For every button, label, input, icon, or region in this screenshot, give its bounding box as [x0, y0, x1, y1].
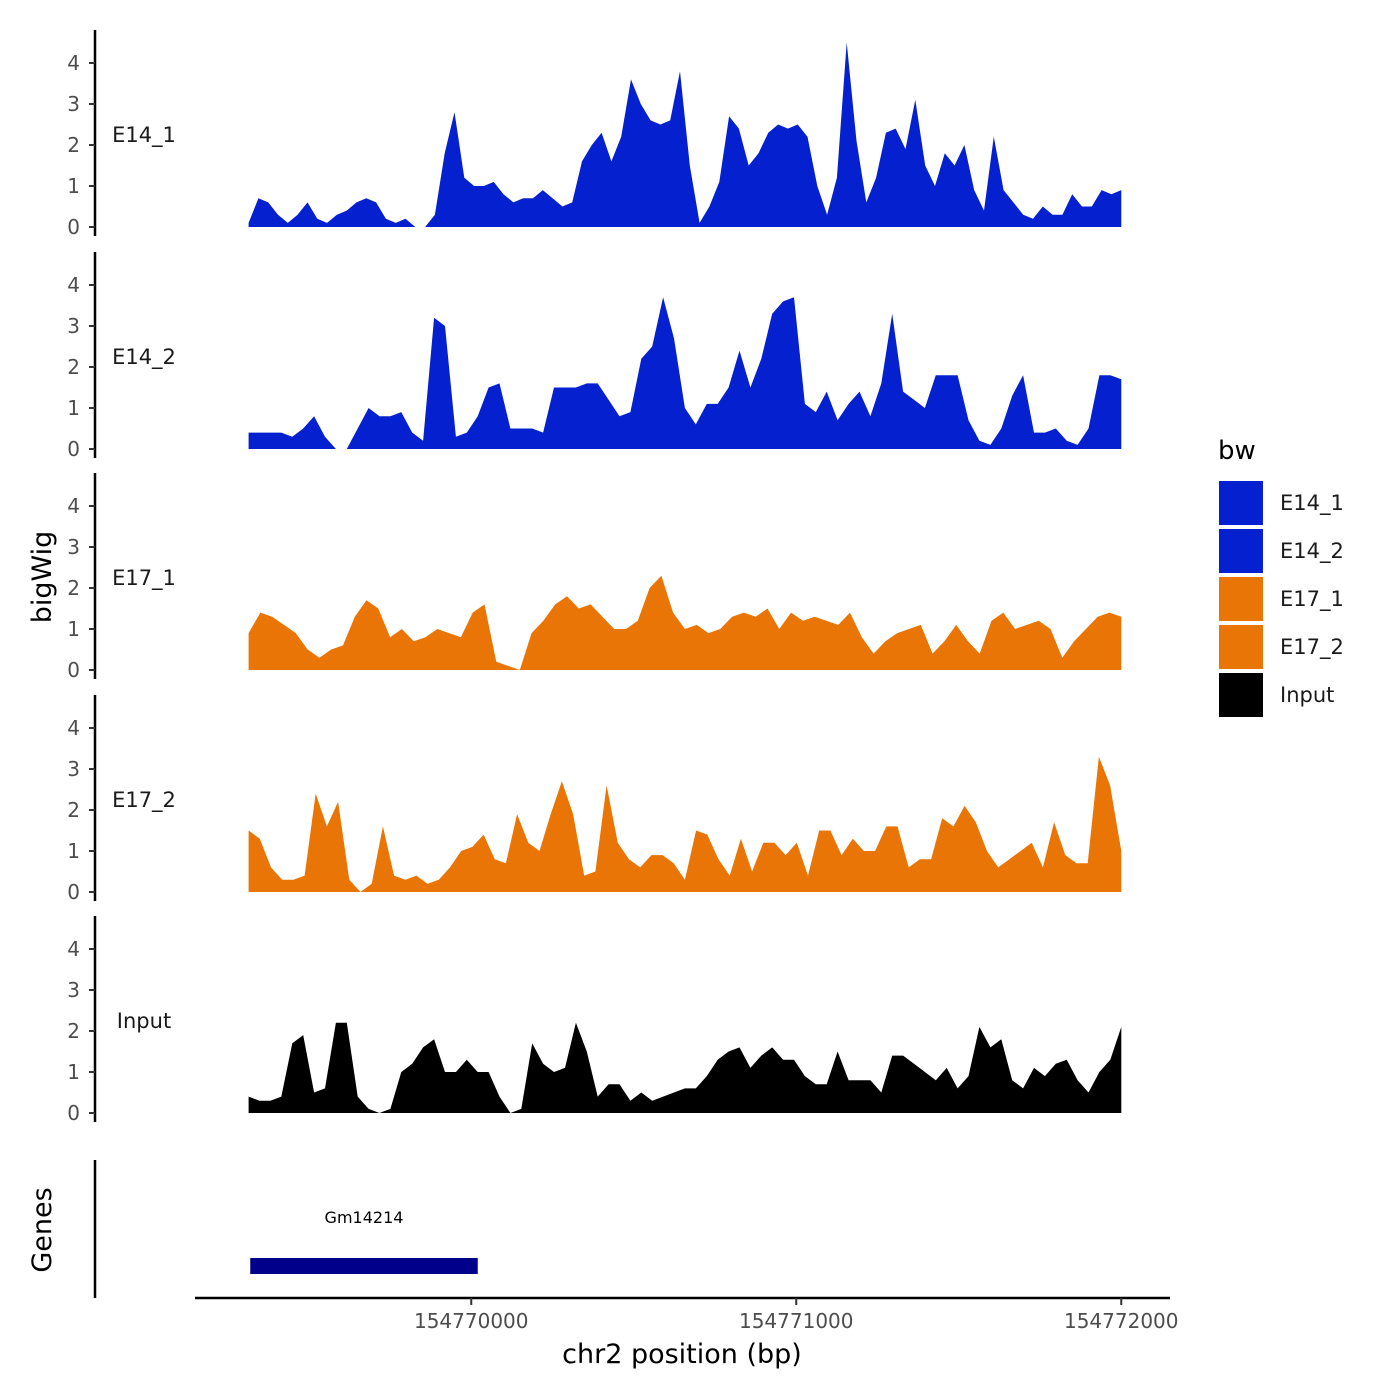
y-tick-label: 4	[67, 51, 80, 75]
panel-e14-2: 0 1 2 3 4 E14_2	[67, 252, 1122, 461]
panel-e14-1: 0 1 2 3 4 E14_1	[67, 30, 1122, 239]
legend-label: E14_1	[1280, 491, 1344, 516]
y-tick-label: 0	[67, 1101, 80, 1125]
legend-label: Input	[1280, 683, 1334, 707]
area-series-input	[248, 1022, 1122, 1113]
legend-title: bw	[1218, 436, 1256, 466]
y-tick-label: 2	[67, 133, 80, 157]
y-tick-label: 2	[67, 355, 80, 379]
track-panels: 0 1 2 3 4 E14_1 0 1 2 3 4 E14_2 0 1 2 3 4 E17_1 0 1 2 3 4 E17_2…	[67, 30, 1122, 1125]
y-tick-label: 4	[67, 716, 80, 740]
area-series-e14-1	[248, 42, 1122, 227]
y-tick-label: 0	[67, 658, 80, 682]
y-tick-label: 3	[67, 757, 80, 781]
legend-swatch	[1217, 575, 1265, 623]
legend-item: Input	[1217, 671, 1334, 719]
y-tick-label: 1	[67, 839, 80, 863]
area-series-e14-2	[248, 297, 1122, 449]
y-tick-label: 0	[67, 437, 80, 461]
y-tick-label: 2	[67, 1019, 80, 1043]
track-label: Input	[117, 1009, 171, 1033]
legend-swatch	[1217, 623, 1265, 671]
y-tick-label: 3	[67, 92, 80, 116]
y-tick-label: 4	[67, 494, 80, 518]
track-label: E14_2	[112, 345, 176, 370]
y-tick-label: 2	[67, 576, 80, 600]
legend-items: E14_1 E14_2 E17_1 E17_2 Input	[1217, 479, 1344, 719]
panel-e17-1: 0 1 2 3 4 E17_1	[67, 473, 1122, 682]
x-axis: 154770000 154771000 154772000 chr2 positio…	[195, 1296, 1179, 1370]
track-label: E14_1	[112, 123, 176, 148]
x-tick-label: 154772000	[1064, 1309, 1179, 1333]
track-label: E17_2	[112, 788, 176, 813]
y-tick-label: 0	[67, 880, 80, 904]
y-tick-label: 3	[67, 978, 80, 1002]
legend-label: E17_1	[1280, 587, 1344, 612]
track-label: E17_1	[112, 566, 176, 591]
y-tick-label: 3	[67, 535, 80, 559]
genes-panel: Genes Gm14214	[27, 1160, 478, 1298]
gene-label: Gm14214	[325, 1208, 404, 1227]
x-tick-label: 154771000	[739, 1309, 854, 1333]
x-ticks: 154770000 154771000 154772000	[414, 1298, 1179, 1333]
y-tick-label: 4	[67, 273, 80, 297]
genes-track-label: Genes	[27, 1187, 58, 1272]
legend-item: E14_1	[1217, 479, 1344, 527]
legend: bw E14_1 E14_2 E17_1 E17_2 Input	[1217, 436, 1344, 719]
legend-item: E17_2	[1217, 623, 1344, 671]
y-tick-label: 2	[67, 798, 80, 822]
y-tick-label: 4	[67, 937, 80, 961]
legend-swatch	[1217, 671, 1265, 719]
y-tick-label: 1	[67, 617, 80, 641]
gene-marks: Gm14214	[250, 1208, 478, 1274]
y-tick-label: 1	[67, 396, 80, 420]
legend-swatch	[1217, 479, 1265, 527]
legend-item: E17_1	[1217, 575, 1344, 623]
panel-input: 0 1 2 3 4 Input	[67, 916, 1122, 1125]
panel-e17-2: 0 1 2 3 4 E17_2	[67, 695, 1122, 904]
x-axis-title: chr2 position (bp)	[562, 1339, 802, 1370]
x-tick-label: 154770000	[414, 1309, 529, 1333]
y-tick-label: 3	[67, 314, 80, 338]
area-series-e17-2	[248, 756, 1122, 892]
legend-swatch	[1217, 527, 1265, 575]
y-tick-label: 1	[67, 174, 80, 198]
area-series-e17-1	[248, 575, 1122, 670]
gene-body	[250, 1258, 478, 1274]
y-axis-title: bigWig	[27, 531, 58, 624]
legend-item: E14_2	[1217, 527, 1344, 575]
y-tick-label: 0	[67, 215, 80, 239]
legend-label: E14_2	[1280, 539, 1344, 564]
legend-label: E17_2	[1280, 635, 1344, 660]
y-tick-label: 1	[67, 1060, 80, 1084]
